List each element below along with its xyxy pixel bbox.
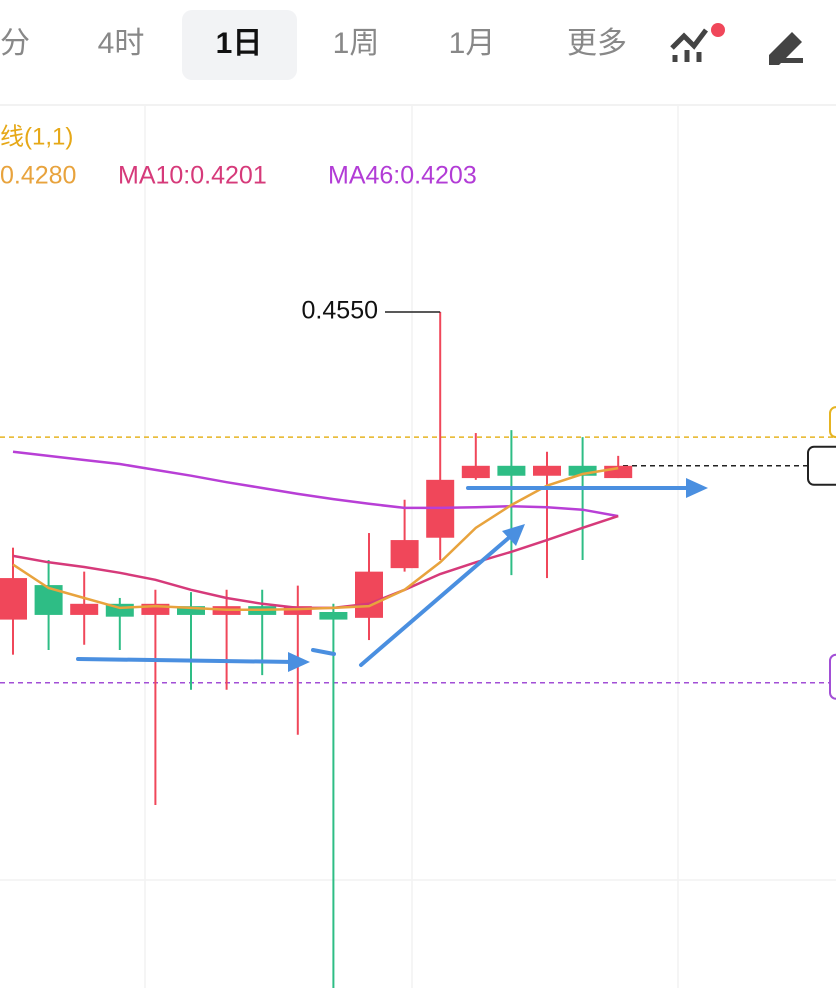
candle-body [568, 465, 597, 476]
candle-body [390, 540, 419, 569]
arrow-head [288, 652, 310, 672]
chart-layer: 0.4550 [0, 297, 836, 988]
candle-body [319, 611, 348, 620]
candle-body [283, 606, 312, 615]
grid [0, 105, 836, 988]
ma-line [12, 514, 619, 610]
ma-line [12, 450, 619, 518]
tab[interactable]: 1月 [449, 27, 496, 60]
notification-dot [711, 23, 725, 37]
pencil-base [769, 58, 803, 63]
tab[interactable]: 更多 [567, 27, 627, 60]
tab[interactable]: 1周 [333, 27, 380, 60]
icon-line [670, 28, 708, 50]
candle-body [604, 465, 633, 479]
candle-body [70, 603, 99, 615]
candle-body [533, 465, 561, 476]
price-box [829, 653, 836, 700]
candle-body [497, 465, 526, 476]
arrow [76, 657, 297, 664]
arrow-dash [311, 648, 336, 656]
active-tab-bg [182, 10, 297, 80]
drawn-arrows [76, 478, 708, 672]
tab[interactable]: 1日 [216, 27, 263, 60]
tab[interactable]: 4时 [98, 27, 145, 60]
pencil [769, 32, 802, 65]
arrow [359, 533, 514, 667]
arrow-head [502, 524, 525, 546]
annotation-label: 0.4550 [302, 297, 378, 325]
ma-legend: MA46:0.4203 [328, 162, 477, 190]
candle-body [0, 578, 27, 620]
arrow-head [686, 478, 708, 498]
candle-body [355, 571, 383, 618]
price-box [807, 445, 836, 486]
draw-icon[interactable] [769, 32, 803, 65]
candle-body [461, 465, 490, 479]
price-box [829, 406, 836, 439]
ma-legend: MA10:0.4201 [118, 162, 267, 190]
indicator-label: 线(1,1) [0, 123, 73, 150]
candle-body [141, 603, 170, 615]
ma-line [12, 466, 619, 611]
chart-icon[interactable] [670, 23, 725, 62]
candle-body [177, 606, 205, 615]
ma-legend: 0.4280 [0, 162, 76, 190]
tab[interactable]: 分 [0, 27, 30, 60]
